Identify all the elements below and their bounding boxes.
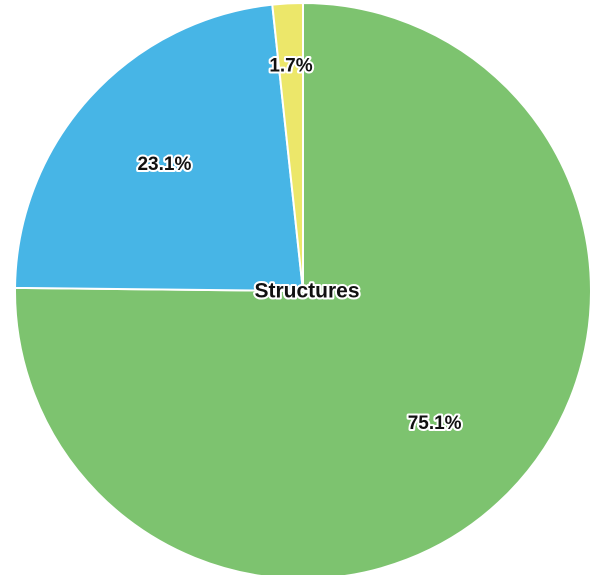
pie-slice — [14, 1, 592, 575]
data-label: 23.1% — [137, 154, 191, 175]
chart-title: Structures — [254, 280, 359, 303]
pie — [14, 1, 592, 575]
pie-slice — [14, 3, 305, 293]
data-label: 1.7% — [269, 56, 312, 77]
labels: 75.1% 23.1% 1.7% — [135, 54, 463, 436]
pie-slice — [271, 1, 304, 292]
data-label: 75.1% — [408, 413, 462, 434]
